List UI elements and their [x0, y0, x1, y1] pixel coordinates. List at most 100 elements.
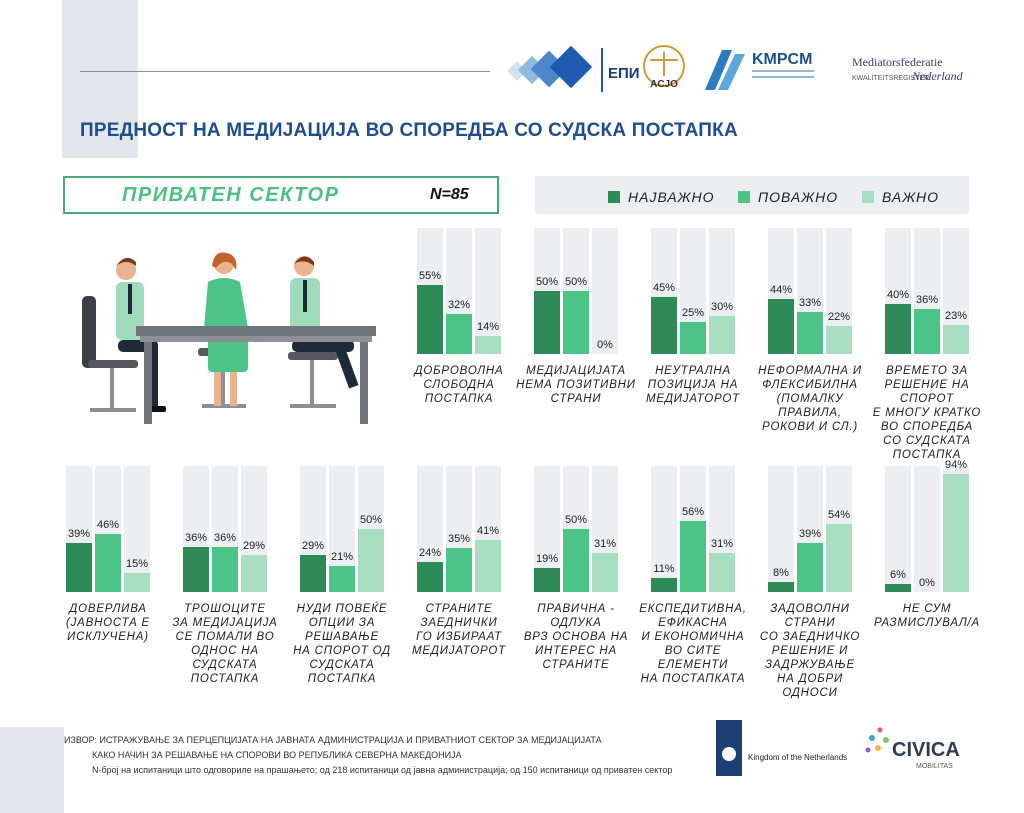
- bar: [475, 336, 501, 354]
- bar: [768, 299, 794, 354]
- bar-value-label: 40%: [886, 289, 910, 301]
- mediators-logo: Mediatorsfederatie KWALITEITSREGISTER Ne…: [852, 55, 964, 83]
- bar-track: [592, 466, 618, 592]
- bar-track: [826, 466, 852, 592]
- group-label: ЗАДОВОЛНИ СТРАНИ СО ЗАЕДНИЧКО РЕШЕНИЕ И ЗАД…: [750, 602, 870, 700]
- page-title: ПРЕДНОСТ НА МЕДИЈАЦИЈА ВО СПОРЕДБА СО СУ…: [80, 120, 738, 141]
- group-label-line: ВО СПОРЕДБА: [880, 421, 974, 433]
- bar: [446, 548, 472, 592]
- bar-value-label: 46%: [96, 519, 120, 531]
- bar: [680, 521, 706, 592]
- legend-swatch: [608, 191, 620, 203]
- legend-label: НАЈВАЖНО: [628, 189, 715, 205]
- legend-swatch: [862, 191, 874, 203]
- bar-value-label: 8%: [773, 567, 789, 579]
- bar-value-label: 14%: [476, 321, 500, 333]
- bar-value-label: 0%: [597, 339, 613, 351]
- group-label-line: СТРАНИ: [550, 393, 602, 405]
- group-label-line: СО ЗАЕДНИЧКО: [759, 631, 861, 643]
- group-label-line: ЕФИКАСНА: [658, 617, 728, 629]
- bar-track: [358, 466, 384, 592]
- bar-value-label: 24%: [418, 547, 442, 559]
- bar-track: [563, 466, 589, 592]
- bar: [475, 540, 501, 592]
- legend-item-vazno: ВАЖНО: [862, 189, 939, 205]
- bar-value-label: 50%: [564, 276, 588, 288]
- bar-value-label: 54%: [827, 509, 851, 521]
- bar-track: [885, 466, 911, 592]
- group-label-line: ИНТЕРЕС НА: [534, 645, 618, 657]
- bar: [95, 534, 121, 592]
- group-label-line: ФЛЕКСИБИЛНА: [762, 379, 858, 391]
- bar-track: [680, 466, 706, 592]
- bar-value-label: 11%: [653, 563, 675, 575]
- bar-value-label: 50%: [535, 276, 559, 288]
- bar: [826, 524, 852, 592]
- bar-track: [943, 466, 969, 592]
- bar-value-label: 35%: [447, 533, 471, 545]
- bar-track: [95, 466, 121, 592]
- group-label-line: ОДЛУКА: [550, 617, 602, 629]
- bar-value-label: 21%: [330, 551, 354, 563]
- bar-value-label: 23%: [944, 310, 968, 322]
- bar: [797, 312, 823, 354]
- bar-value-label: 30%: [710, 301, 734, 313]
- bar-value-label: 39%: [67, 528, 91, 540]
- group-label: ДОВЕРЛИВА (ЈАВНОСТА Е ИСКЛУЧЕНА): [48, 602, 168, 644]
- bar: [534, 568, 560, 592]
- group-label-line: ДОВЕРЛИВА: [69, 603, 147, 615]
- bar: [417, 562, 443, 592]
- bar-track: [592, 228, 618, 354]
- group-label: СТРАНИТЕ ЗАЕДНИЧКИ ГО ИЗБИРААТ МЕДИЈАТОРОТ: [399, 602, 519, 658]
- bar-track: [300, 466, 326, 592]
- bar: [300, 555, 326, 592]
- bar: [885, 584, 911, 592]
- sector-label: ПРИВАТЕН СЕКТОР: [122, 184, 340, 206]
- bar-value-label: 39%: [798, 528, 822, 540]
- bar-value-label: 29%: [301, 540, 325, 552]
- bar: [446, 314, 472, 354]
- bar-track: [797, 466, 823, 592]
- group-label-line: ОПЦИИ ЗА: [308, 617, 376, 629]
- bar: [709, 553, 735, 592]
- bar: [534, 291, 560, 354]
- bar: [885, 304, 911, 354]
- kmrsm-logo-text: KMPCM: [752, 51, 812, 68]
- epi-logo: ЕПИ: [507, 45, 640, 92]
- bar-track: [417, 466, 443, 592]
- group-label: ЕКСПЕДИТИВНА, ЕФИКАСНА И ЕКОНОМИЧНА ВО СИТЕ…: [633, 602, 753, 686]
- bar: [592, 553, 618, 592]
- bar: [183, 547, 209, 592]
- bar: [212, 547, 238, 592]
- group-label-line: (ЈАВНОСТА Е: [65, 617, 151, 629]
- kmrsm-logo: KMPCM: [705, 50, 814, 90]
- legend-item-povazno: ПОВАЖНО: [738, 189, 838, 205]
- bar: [124, 573, 150, 592]
- epi-logo-text: ЕПИ: [608, 65, 640, 82]
- group-label-line: ДОБРОВОЛНА: [414, 365, 504, 377]
- bar-track: [475, 466, 501, 592]
- bar-value-label: 94%: [944, 459, 968, 471]
- footer-line-1: ИЗВОР: ИСТРАЖУВАЊЕ ЗА ПЕРЦЕПЦИЈАТА НА ЈА…: [64, 733, 672, 748]
- decor-block-top: [62, 0, 138, 158]
- group-label-line: ПОСТАПКА: [424, 393, 494, 405]
- group-label-line: НЕ СУМ: [902, 603, 952, 615]
- group-label: ДОБРОВОЛНА СЛОБОДНА ПОСТАПКА: [399, 364, 519, 406]
- bar-track: [914, 466, 940, 592]
- bar-track: [826, 228, 852, 354]
- group-label-line: НА ПОСТАПКАТА: [640, 673, 746, 685]
- bar: [943, 474, 969, 592]
- group-label-line: ПРАВИЧНА -: [537, 603, 615, 615]
- group-label-line: РОКОВИ И СЛ.): [762, 421, 858, 433]
- bar-track: [475, 228, 501, 354]
- bar-track: [417, 228, 443, 354]
- bar-value-label: 56%: [681, 506, 705, 518]
- bar-track: [797, 228, 823, 354]
- group-label: НЕУТРАЛНА ПОЗИЦИЈА НА МЕДИЈАТОРОТ: [633, 364, 753, 406]
- group-label-line: МЕДИЈАТОРОТ: [412, 645, 506, 657]
- legend-swatch: [738, 191, 750, 203]
- bar-value-label: 36%: [184, 532, 208, 544]
- bar: [826, 326, 852, 354]
- bar-value-label: 15%: [125, 558, 149, 570]
- bar: [563, 529, 589, 592]
